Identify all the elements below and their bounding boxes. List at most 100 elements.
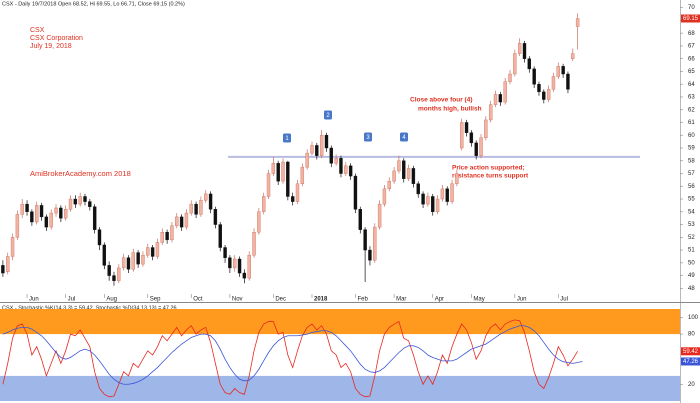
candle-body	[281, 161, 285, 182]
candle-body	[382, 188, 387, 205]
y-tick-label: 20	[688, 382, 695, 388]
candle-body	[546, 89, 551, 100]
candle-body	[484, 119, 488, 138]
candle-body	[537, 84, 541, 93]
candle-body	[261, 196, 266, 212]
candle-body	[199, 200, 203, 215]
candle-body	[421, 193, 425, 205]
y-tick-label: 60	[688, 133, 695, 139]
marker-box	[364, 132, 372, 142]
x-tick-label: Jun	[29, 297, 39, 303]
last-price-box	[681, 14, 700, 23]
y-tick-label: 61	[688, 120, 695, 126]
watermark: AmiBrokerAcademy.com 2018	[30, 169, 131, 178]
stochastic-header: CSX - Stochastic %K(14,3,3) = 59.42, Sto…	[2, 305, 177, 311]
candle-body	[305, 152, 309, 168]
candle-body	[416, 183, 420, 195]
candle-body	[532, 68, 536, 85]
y-tick-label: 67	[688, 44, 695, 50]
y-tick-label: 66	[688, 56, 695, 62]
marker-label: 1	[285, 136, 289, 142]
candle-body	[411, 168, 416, 184]
candle-body	[44, 216, 49, 228]
candle-body	[402, 160, 406, 179]
candle-body	[6, 256, 10, 272]
y-tick-label: 51	[688, 248, 695, 254]
candle-body	[170, 225, 174, 241]
last-price-label: 69.15	[683, 16, 699, 22]
candle-body	[368, 249, 372, 261]
candle-body	[397, 160, 401, 172]
candle-body	[10, 237, 15, 257]
candle-body	[319, 135, 324, 156]
marker-box	[324, 110, 332, 120]
candle-body	[566, 73, 570, 90]
candle-body	[141, 254, 145, 265]
y-tick-label: 50	[688, 260, 695, 266]
y-tick-label: 55	[688, 197, 695, 203]
x-tick-label: Jul	[560, 297, 568, 303]
candle-body	[344, 165, 348, 174]
marker-label: 3	[366, 135, 370, 141]
candle-body	[20, 203, 24, 215]
candle-body	[551, 76, 556, 90]
last-value-box	[681, 357, 700, 366]
candle-body	[242, 272, 247, 279]
candle-body	[527, 58, 532, 70]
marker-box	[400, 132, 408, 142]
candle-body	[112, 275, 116, 281]
x-tick-label: Apr	[435, 297, 444, 303]
breakout-note: months high, bullish	[418, 106, 482, 113]
y-tick-label: 57	[688, 171, 695, 177]
price-header: CSX - Daily 19/7/2018 Open 68.52, Hi 69.…	[2, 1, 185, 7]
y-tick-label: 70	[688, 5, 695, 11]
candle-body	[155, 242, 160, 257]
candle-body	[150, 247, 155, 257]
y-tick-label: 58	[688, 158, 695, 164]
y-tick-label: 48	[688, 286, 695, 292]
candle-body	[107, 265, 111, 276]
last-value-label: 47.26	[683, 359, 699, 365]
candle-body	[324, 135, 329, 149]
marker-box	[283, 133, 291, 143]
candle-body	[49, 212, 53, 228]
candle-body	[35, 205, 39, 223]
candle-body	[431, 196, 435, 212]
date: July 19, 2018	[30, 43, 72, 50]
candle-body	[276, 163, 280, 182]
candle-body	[479, 137, 483, 156]
candle-body	[392, 170, 396, 182]
y-tick-label: 65	[688, 69, 695, 75]
candle-body	[440, 188, 445, 200]
last-value-label: 59.42	[683, 349, 699, 355]
x-tick-label: Jun	[517, 297, 527, 303]
candle-body	[165, 232, 169, 241]
candle-body	[315, 145, 319, 156]
y-tick-label: 100	[688, 315, 699, 321]
y-tick-label: 64	[688, 82, 695, 88]
candle-body	[363, 229, 367, 251]
candle-body	[460, 122, 464, 149]
x-tick-label: Sep	[150, 297, 161, 303]
candle-body	[257, 211, 261, 233]
y-tick-label: 49	[688, 273, 695, 279]
candle-body	[179, 216, 184, 228]
candle-body	[223, 247, 227, 258]
candle-body	[286, 161, 290, 197]
symbol: CSX	[30, 27, 45, 34]
x-tick-label: Mar	[396, 297, 406, 303]
candle-body	[25, 203, 29, 212]
candle-body	[39, 205, 44, 218]
x-tick-label: Aug	[106, 297, 117, 303]
candle-body	[503, 81, 507, 103]
x-tick-label: Jul	[68, 297, 76, 303]
candle-body	[435, 198, 440, 212]
candle-body	[175, 216, 179, 227]
last-value-box	[681, 347, 700, 356]
y-tick-label: 59	[688, 146, 695, 152]
candle-body	[237, 258, 242, 274]
candle-body	[353, 175, 358, 210]
candle-body	[68, 198, 73, 210]
candle-body	[247, 254, 251, 279]
